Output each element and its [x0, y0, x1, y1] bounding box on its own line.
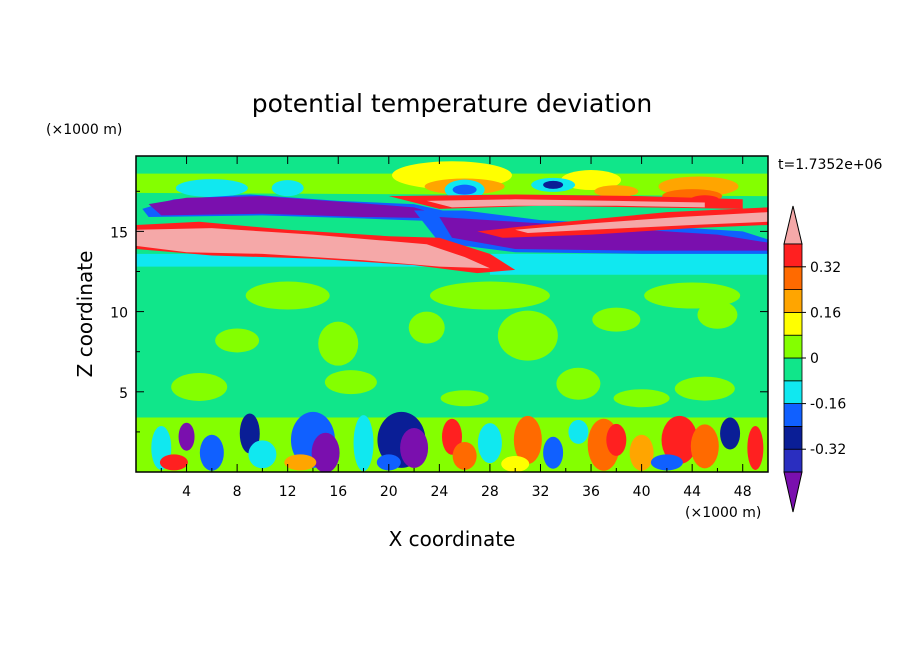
contour-region: [452, 184, 477, 195]
colorbar-swatch: [783, 448, 803, 473]
contour-region: [513, 415, 542, 464]
contour-region: [311, 432, 340, 472]
colorbar-label: -0.32: [810, 442, 846, 458]
colorbar-label: 0.16: [810, 305, 841, 321]
colorbar-label: 0: [810, 351, 819, 367]
contour-region: [561, 170, 622, 191]
contour-band: [489, 265, 768, 275]
contour-region: [215, 328, 260, 353]
contour-region: [440, 390, 489, 407]
plot-frame: [135, 155, 769, 473]
contour-region: [613, 389, 670, 408]
contour-region: [720, 417, 741, 450]
contour-region: [171, 372, 228, 401]
contour-region: [650, 454, 683, 471]
colorbar-swatch: [783, 357, 803, 382]
x-axis-ticks: 4 8 12 16 20 24 28 32 36 40 44 48: [160, 156, 752, 500]
y-unit-label: (×1000 m): [46, 122, 122, 138]
colorbar-swatch: [783, 266, 803, 290]
colorbar-label: 0.32: [810, 260, 841, 276]
x-tick-label: 8: [233, 484, 242, 500]
colorbar-swatch: [783, 311, 803, 336]
contour-region: [159, 454, 188, 471]
x-tick-label: 44: [683, 484, 701, 500]
time-label: t=1.7352e+06: [778, 157, 882, 173]
contour-region: [543, 180, 564, 189]
contour-field: [136, 161, 768, 472]
contour-region: [429, 281, 550, 310]
contour-band: [515, 212, 768, 233]
contour-region: [284, 454, 317, 471]
x-tick-label: 4: [182, 484, 191, 500]
chart-title: potential temperature deviation: [252, 89, 652, 118]
contour-region: [199, 434, 224, 471]
contour-region: [271, 180, 304, 197]
y-axis-ticks: 5 10 15: [110, 190, 768, 433]
contour-region: [353, 415, 374, 472]
contour-region: [594, 185, 639, 198]
contour-region: [747, 425, 764, 470]
contour-region: [568, 419, 589, 444]
colorbar-swatch: [783, 380, 803, 404]
contour-region: [477, 423, 502, 464]
x-tick-label: 12: [279, 484, 297, 500]
contour-band: [136, 228, 490, 269]
contour-region: [606, 423, 627, 456]
contour-region: [318, 321, 359, 366]
contour-region: [629, 434, 654, 471]
contour-region: [497, 310, 558, 361]
contour-region: [592, 307, 641, 332]
contour-region: [501, 455, 530, 472]
contour-band: [426, 199, 705, 208]
x-tick-label: 48: [734, 484, 752, 500]
colorbar: -0.32 -0.16 0 0.16 0.32: [783, 205, 846, 513]
colorbar-swatch: [783, 334, 803, 359]
contour-region: [408, 311, 445, 344]
contour-region: [248, 440, 277, 469]
x-tick-label: 20: [380, 484, 398, 500]
y-tick-label: 5: [119, 386, 128, 402]
colorbar-label: -0.16: [810, 397, 846, 413]
colorbar-swatch: [783, 289, 803, 313]
x-tick-label: 28: [481, 484, 499, 500]
x-tick-label: 16: [329, 484, 347, 500]
contour-region: [376, 454, 401, 471]
contour-region: [556, 367, 601, 400]
contour-region: [674, 376, 735, 401]
y-tick-label: 10: [110, 306, 128, 322]
contour-region: [175, 179, 248, 198]
contour-region: [324, 370, 377, 395]
contour-region: [400, 427, 429, 468]
contour-region: [543, 436, 564, 469]
colorbar-swatch: [783, 243, 803, 268]
colorbar-extend-min: [783, 471, 803, 513]
colorbar-swatch: [783, 403, 803, 427]
colorbar-swatch: [783, 425, 803, 450]
x-tick-label: 36: [582, 484, 600, 500]
contour-region: [690, 424, 719, 469]
contour-region: [178, 422, 195, 451]
contour-region: [661, 415, 698, 464]
contour-region: [452, 441, 477, 470]
x-tick-label: 32: [532, 484, 550, 500]
x-tick-label: 40: [633, 484, 651, 500]
x-unit-label: (×1000 m): [685, 505, 761, 521]
contour-region: [697, 300, 738, 329]
x-tick-label: 24: [430, 484, 448, 500]
x-axis-label: X coordinate: [389, 527, 516, 551]
contour-band: [148, 196, 452, 219]
contour-region: [245, 281, 330, 310]
y-axis-label: Z coordinate: [73, 251, 97, 378]
y-tick-label: 15: [110, 225, 128, 241]
colorbar-extend-max: [783, 205, 803, 245]
